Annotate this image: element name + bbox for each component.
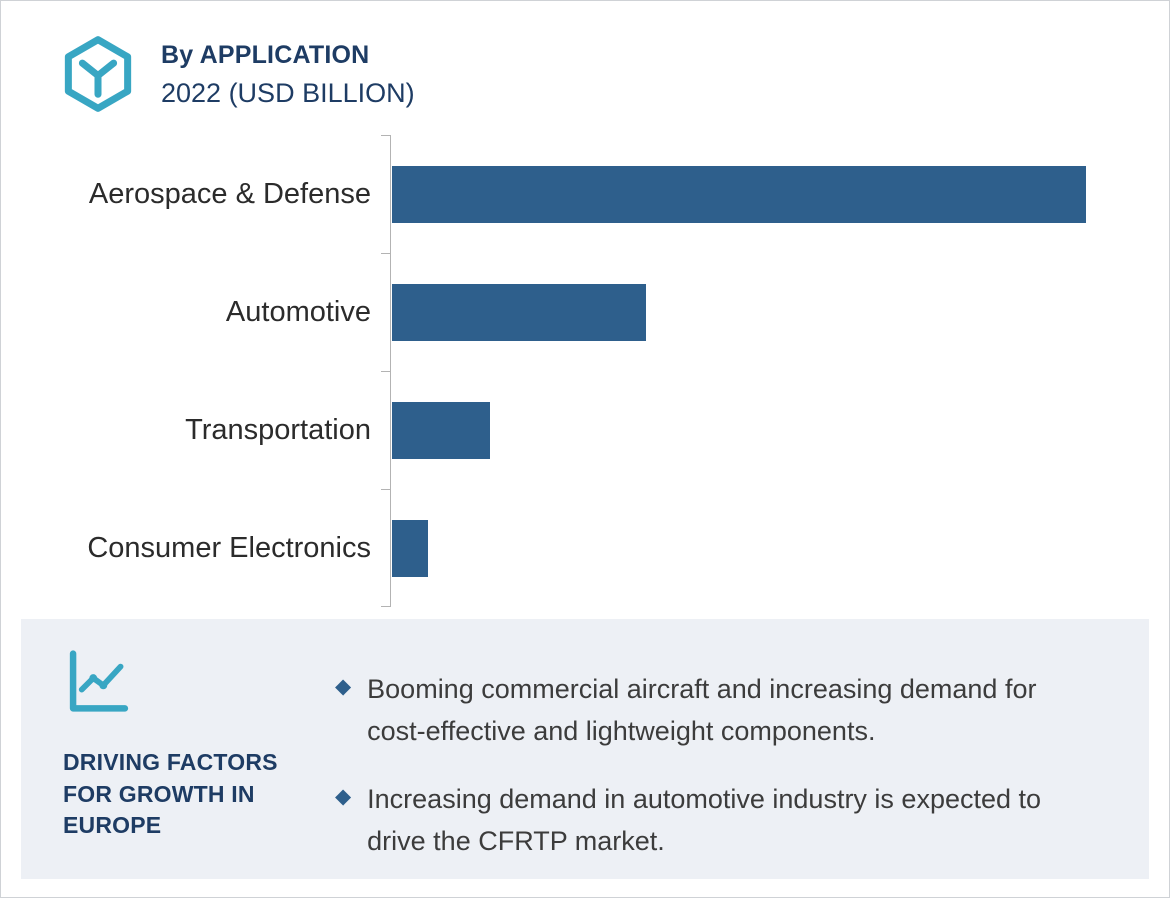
bar-chart: Aerospace & Defense Automotive Transport… — [1, 135, 1169, 607]
bar-aerospace-defense — [392, 165, 1087, 223]
bar-consumer-electronics — [392, 519, 429, 577]
chart-row: Consumer Electronics — [1, 489, 1169, 607]
bullet-text: Booming commercial aircraft and increasi… — [367, 674, 1037, 746]
axis-tick — [381, 253, 390, 254]
chart-titles: By APPLICATION 2022 (USD BILLION) — [161, 35, 415, 109]
chart-subtitle: 2022 (USD BILLION) — [161, 78, 415, 108]
bullet-item: ◆ Increasing demand in automotive indust… — [335, 779, 1079, 863]
growth-chart-icon — [63, 645, 135, 717]
y-axis-line — [381, 135, 391, 607]
category-label: Aerospace & Defense — [88, 177, 371, 210]
axis-tick — [381, 135, 390, 136]
bar-automotive — [392, 283, 646, 341]
chart-header: By APPLICATION 2022 (USD BILLION) — [1, 1, 1169, 113]
bar-track — [392, 519, 1169, 577]
chart-row: Automotive — [1, 253, 1169, 371]
category-label: Transportation — [185, 413, 371, 446]
diamond-bullet-icon: ◆ — [335, 675, 352, 698]
bar-track — [392, 401, 1169, 459]
bar-track — [392, 283, 1169, 341]
axis-tick — [381, 489, 390, 490]
driving-factors-panel: DRIVING FACTORS FOR GROWTH IN EUROPE ◆ B… — [21, 619, 1149, 879]
category-label: Automotive — [225, 295, 371, 328]
bar-track — [392, 165, 1169, 223]
driving-factors-heading: DRIVING FACTORS FOR GROWTH IN EUROPE — [63, 749, 278, 839]
axis-tick — [381, 606, 390, 607]
chart-row: Transportation — [1, 371, 1169, 489]
driving-factors-bullets: ◆ Booming commercial aircraft and increa… — [313, 619, 1149, 879]
bar-transportation — [392, 401, 491, 459]
driving-factors-left: DRIVING FACTORS FOR GROWTH IN EUROPE — [21, 619, 313, 879]
hexagon-logo-icon — [59, 35, 137, 113]
bullet-item: ◆ Booming commercial aircraft and increa… — [335, 669, 1079, 753]
axis-tick — [381, 371, 390, 372]
chart-title: By APPLICATION — [161, 41, 370, 69]
diamond-bullet-icon: ◆ — [335, 784, 352, 808]
bullet-text: Increasing demand in automotive industry… — [367, 783, 1042, 856]
chart-row: Aerospace & Defense — [1, 135, 1169, 253]
category-label: Consumer Electronics — [87, 531, 371, 564]
